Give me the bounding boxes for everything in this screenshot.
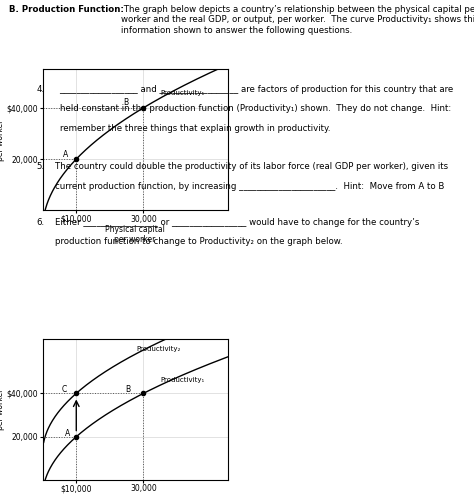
Text: production function to change to Productivity₂ on the graph below.: production function to change to Product… [55,237,343,246]
Text: Productivity₁: Productivity₁ [160,90,205,96]
Text: 5.: 5. [37,162,45,171]
Text: B: B [125,385,130,394]
Text: current production function, by increasing ______________________.  Hint:  Move : current production function, by increasi… [55,182,444,191]
Text: Productivity₁: Productivity₁ [160,377,205,383]
Text: C: C [61,385,66,394]
Text: B: B [123,98,128,107]
Text: held constant in the production function (Productivity₁) shown.  They do not cha: held constant in the production function… [60,104,451,113]
Text: __________________ and __________________ are factors of production for this cou: __________________ and _________________… [60,85,454,94]
Text: 6.: 6. [37,218,45,227]
Text: A: A [63,150,68,159]
Text: 4.: 4. [37,85,45,94]
Y-axis label: Real GDP
per worker: Real GDP per worker [0,119,6,160]
Text: Either _________________ or _________________ would have to change for the count: Either _________________ or ____________… [55,218,419,227]
Text: The graph below depicts a country’s relationship between the physical capital pe: The graph below depicts a country’s rela… [121,5,474,35]
Text: remember the three things that explain growth in productivity.: remember the three things that explain g… [60,124,330,133]
Text: Productivity₂: Productivity₂ [137,346,181,351]
Text: B. Production Function:: B. Production Function: [9,5,124,14]
Text: The country could double the productivity of its labor force (real GDP per worke: The country could double the productivit… [55,162,448,171]
X-axis label: Physical capital
per worker: Physical capital per worker [105,225,165,245]
Text: A: A [64,429,70,438]
Y-axis label: Real GDP
per worker: Real GDP per worker [0,389,6,430]
